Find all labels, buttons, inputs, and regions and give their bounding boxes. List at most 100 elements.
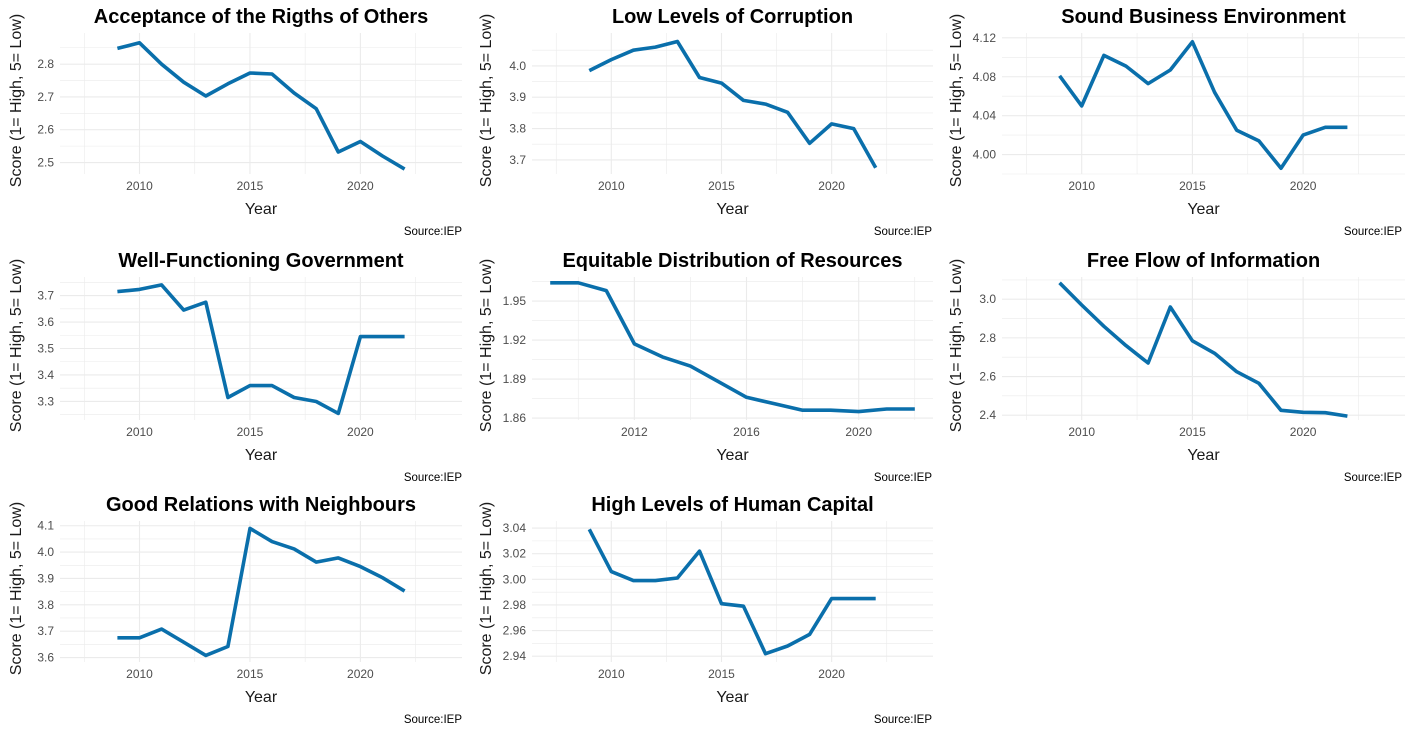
y-tick-label: 3.02 [503,547,527,561]
y-axis-title: Score (1= High, 5= Low) [478,259,495,432]
y-tick-label: 2.96 [503,624,527,638]
chart-title: Well-Functioning Government [118,250,404,272]
series-line [588,39,878,169]
chart-panel: 2010 2015 2020 3.6 3.7 3.8 3.9 4.0 4.1 Good Relat… [8,494,462,726]
chart-title: Free Flow of Information [1087,250,1320,272]
x-tick-label: 2010 [126,667,153,681]
y-tick-label: 3.00 [503,572,527,586]
y-axis-title: Score (1= High, 5= Low) [8,259,25,432]
y-tick-label: 4.08 [973,70,997,84]
x-axis-title: Year [716,689,749,706]
x-tick-label: 2015 [708,179,735,193]
y-axis-title: Score (1= High, 5= Low) [478,502,495,675]
chart-panel: 2010 2015 2020 2.4 2.6 2.8 3.0 Free Flow of Inf… [948,250,1405,484]
x-tick-label: 2020 [1290,425,1317,439]
chart-title: Good Relations with Neighbours [106,494,416,516]
y-tick-label: 3.7 [37,624,54,638]
x-tick-label: 2016 [733,425,760,439]
y-tick-label: 2.4 [979,408,996,422]
y-tick-label: 2.7 [37,90,54,104]
x-axis-title: Year [1187,201,1220,218]
x-axis-title: Year [245,689,278,706]
y-tick-label: 1.92 [503,333,527,347]
y-tick-label: 2.98 [503,598,527,612]
y-tick-label: 3.8 [37,598,54,612]
y-tick-label: 3.6 [37,651,54,665]
y-axis-title: Score (1= High, 5= Low) [948,14,965,187]
series-line [116,41,406,171]
source-caption: Source:IEP [1344,472,1402,484]
source-caption: Source:IEP [404,714,462,726]
x-tick-label: 2020 [347,425,374,439]
x-tick-label: 2015 [237,179,264,193]
y-tick-label: 2.8 [979,331,996,345]
chart-title: Equitable Distribution of Resources [562,250,902,272]
x-tick-label: 2015 [237,667,264,681]
x-tick-label: 2012 [621,425,648,439]
x-tick-label: 2010 [126,179,153,193]
chart-panel: 2010 2015 2020 2.5 2.6 2.7 2.8 Acceptance of th… [8,6,462,238]
y-tick-label: 3.9 [37,571,54,585]
y-tick-label: 1.86 [503,411,527,425]
x-tick-label: 2015 [237,425,264,439]
y-axis-title: Score (1= High, 5= Low) [8,14,25,187]
y-tick-label: 2.6 [37,123,54,137]
source-caption: Source:IEP [874,226,932,238]
y-tick-label: 4.1 [37,519,54,533]
x-axis-title: Year [245,201,278,218]
source-caption: Source:IEP [874,472,932,484]
x-tick-label: 2020 [818,179,845,193]
x-tick-label: 2010 [126,425,153,439]
y-tick-label: 4.0 [509,59,526,73]
x-tick-label: 2015 [1179,179,1206,193]
y-axis-title: Score (1= High, 5= Low) [948,259,965,432]
chart-panel: 2010 2015 2020 2.94 2.96 2.98 3.00 3.02 3.04 High… [478,494,933,726]
x-tick-label: 2020 [347,667,374,681]
source-caption: Source:IEP [404,472,462,484]
chart-panel: 2012 2016 2020 1.86 1.89 1.92 1.95 Equitable Di… [478,250,933,484]
series-line [117,283,405,416]
x-axis-title: Year [716,447,749,464]
source-caption: Source:IEP [404,226,462,238]
y-tick-label: 2.6 [979,370,996,384]
x-axis-title: Year [1187,447,1220,464]
x-axis-title: Year [716,201,749,218]
chart-panel: 2010 2015 2020 4.00 4.04 4.08 4.12 Sound Busine… [948,6,1405,238]
y-tick-label: 3.7 [509,153,526,167]
y-tick-label: 4.04 [973,109,997,123]
series-line [1058,40,1348,170]
x-tick-label: 2020 [818,667,845,681]
x-tick-label: 2020 [347,179,374,193]
chart-title: High Levels of Human Capital [591,494,873,516]
y-tick-label: 2.8 [37,57,54,71]
x-tick-label: 2010 [598,179,625,193]
x-tick-label: 2020 [1290,179,1317,193]
y-tick-label: 4.12 [973,31,997,45]
y-tick-label: 3.7 [37,289,54,303]
series-line [1058,281,1348,418]
y-tick-label: 1.95 [503,294,527,308]
y-axis-title: Score (1= High, 5= Low) [8,502,25,675]
x-axis-title: Year [245,447,278,464]
chart-panel: 2010 2015 2020 3.7 3.8 3.9 4.0 Low Levels of Co… [478,6,933,238]
x-tick-label: 2015 [708,667,735,681]
y-tick-label: 3.0 [979,292,996,306]
y-tick-label: 3.04 [503,521,527,535]
chart-title: Sound Business Environment [1061,6,1346,28]
y-tick-label: 4.0 [37,545,54,559]
y-tick-label: 2.94 [503,649,527,663]
chart-title: Acceptance of the Rigths of Others [94,6,429,28]
y-tick-label: 3.9 [509,90,526,104]
y-tick-label: 1.89 [503,372,527,386]
series-line [117,526,406,658]
chart-title: Low Levels of Corruption [612,6,853,28]
x-tick-label: 2015 [1179,425,1206,439]
y-tick-label: 3.8 [509,122,526,136]
x-tick-label: 2020 [845,425,872,439]
source-caption: Source:IEP [874,714,932,726]
source-caption: Source:IEP [1344,226,1402,238]
y-tick-label: 2.5 [37,156,54,170]
y-tick-label: 3.4 [37,368,54,382]
